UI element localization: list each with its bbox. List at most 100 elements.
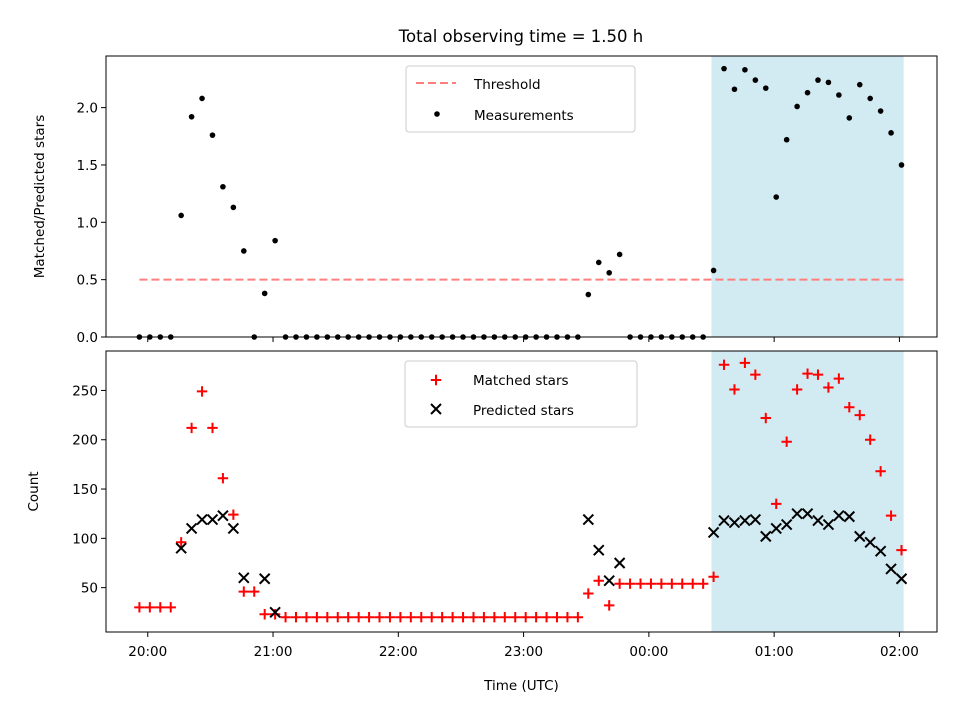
legend-frame (404, 360, 638, 428)
matched-star-point (614, 578, 625, 589)
x-tick-label: 01:00 (755, 644, 794, 660)
matched-star-point (249, 586, 260, 597)
matched-star-point (144, 602, 156, 613)
matched-star-point (457, 612, 469, 623)
legend-predicted-swatch (430, 403, 442, 415)
matched-star-point (635, 578, 646, 589)
matched-star-point (896, 544, 907, 556)
matched-star-point (447, 612, 458, 623)
measurement-point (199, 95, 205, 102)
measurement-point (710, 267, 717, 274)
predicted-star-point (895, 573, 908, 585)
x-tick-label: 22:00 (379, 644, 418, 660)
matched-star-point (781, 436, 792, 447)
matched-star-point (155, 602, 166, 613)
measurement-point (794, 103, 800, 110)
x-tick-label: 20:00 (128, 644, 167, 660)
matched-star-point (729, 384, 740, 395)
predicted-star-point (238, 572, 250, 584)
predicted-star-point (770, 522, 782, 535)
predicted-star-point (864, 536, 876, 548)
measurement-point (178, 212, 184, 219)
predicted-star-point (843, 510, 856, 523)
observing-window-shade (711, 351, 904, 632)
matched-star-point (395, 612, 406, 623)
matched-star-point (562, 612, 573, 623)
measurement-point (606, 269, 612, 276)
matched-star-point (374, 612, 385, 623)
legend-predicted-label: Predicted stars (473, 403, 574, 419)
measurement-point (595, 259, 602, 266)
matched-star-point (332, 612, 343, 623)
legend-top: Threshold Measurements (405, 65, 636, 133)
predicted-star-point (822, 518, 835, 531)
predicted-star-point (603, 575, 615, 587)
axes-frame (105, 55, 938, 338)
measurement-point (220, 183, 226, 190)
matched-star-point (468, 612, 479, 623)
matched-star-point (708, 571, 719, 582)
matched-star-point (666, 578, 678, 589)
matched-star-point (687, 578, 698, 589)
matched-star-point (572, 612, 584, 623)
predicted-star-point (707, 526, 720, 539)
matched-star-point (353, 612, 364, 623)
legend-threshold-label: Threshold (473, 77, 541, 93)
matched-star-point (833, 373, 845, 384)
matched-star-point (645, 578, 657, 589)
y-tick-label: 1.0 (77, 215, 98, 231)
predicted-star-point (206, 513, 219, 526)
y-tick-label: 1.5 (77, 158, 98, 174)
matched-star-point (697, 578, 709, 589)
chart-title: Total observing time = 1.50 h (398, 27, 643, 46)
predicted-star-point (582, 513, 595, 526)
y-tick-label: 200 (72, 433, 98, 449)
matched-star-point (165, 602, 176, 613)
legend-measurement-swatch (434, 111, 440, 117)
matched-star-point (280, 612, 291, 623)
measurement-point (825, 79, 832, 86)
measurement-point (731, 86, 738, 93)
x-tick-label: 23:00 (504, 644, 543, 660)
measurement-point (783, 136, 790, 143)
measurement-point (616, 251, 623, 258)
matched-star-point (791, 384, 803, 395)
legend-matched-swatch (430, 374, 442, 386)
predicted-star-point (791, 507, 803, 520)
predicted-star-point (749, 513, 762, 526)
matched-star-point (269, 609, 281, 620)
x-axis-label: Time (UTC) (483, 678, 559, 694)
matched-star-point (478, 612, 490, 623)
measurement-point (585, 291, 592, 298)
top-panel-ratio: 0.0 0.5 1.0 1.5 2.0 Matched/Predicted stars Th… (32, 55, 938, 346)
matched-star-point (238, 586, 250, 597)
predicted-star-point (175, 542, 187, 554)
matched-star-point (489, 612, 500, 623)
predicted-star-point (217, 509, 229, 522)
measurement-point (261, 290, 268, 297)
matched-star-point (771, 498, 782, 510)
measurement-point (742, 66, 748, 73)
matched-star-point (760, 412, 771, 424)
measurement-point (898, 162, 905, 168)
legend-frame (405, 65, 636, 133)
y-axis-label: Matched/Predicted stars (32, 115, 48, 278)
matched-star-point (603, 600, 615, 611)
measurement-point (752, 77, 759, 83)
measurement-point (209, 132, 216, 138)
measurement-point (773, 194, 780, 200)
predicted-star-point (854, 530, 866, 543)
measurement-point (241, 248, 247, 254)
measurement-point (815, 77, 821, 83)
matched-star-point (750, 369, 761, 380)
predicted-star-point (718, 514, 730, 527)
matched-star-point (718, 359, 730, 371)
measurement-point (188, 113, 195, 120)
predicted-star-point (185, 522, 198, 535)
predicted-star-point (874, 545, 887, 557)
legend-bottom: Matched stars Predicted stars (404, 360, 638, 428)
matched-star-point (812, 369, 824, 380)
legend-matched-label: Matched stars (473, 373, 569, 389)
measurement-point (721, 65, 727, 72)
matched-star-point (186, 422, 197, 434)
